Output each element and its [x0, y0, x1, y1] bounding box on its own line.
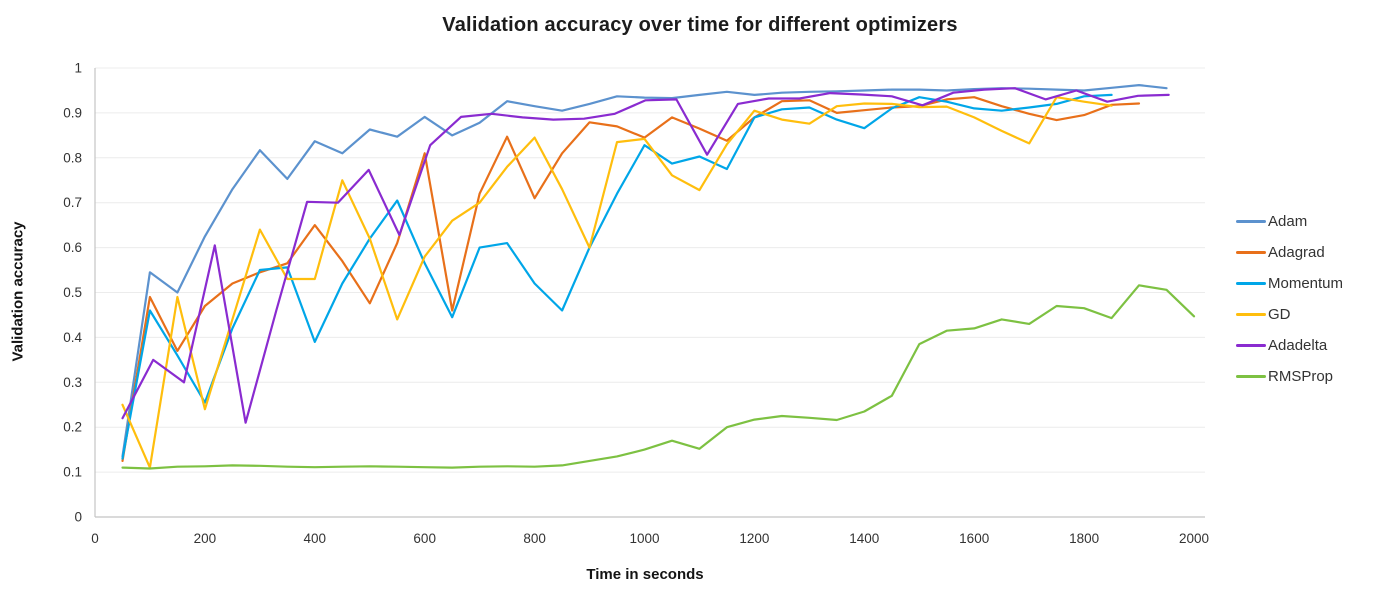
x-tick-label: 1200 [739, 531, 769, 546]
series-line-rmsprop [121, 284, 1196, 470]
legend: Adam Adagrad Momentum GD Adadelta RMSProp [1236, 206, 1343, 392]
y-tick-label: 0.2 [63, 420, 82, 435]
series-line-adam [121, 83, 1168, 458]
y-tick-label: 0.9 [63, 105, 82, 120]
y-tick-label: 0.1 [63, 465, 82, 480]
x-tick-label: 1800 [1069, 531, 1099, 546]
y-tick-label: 1 [74, 61, 82, 76]
legend-item-momentum[interactable]: Momentum [1236, 268, 1343, 299]
legend-item-gd[interactable]: GD [1236, 299, 1343, 330]
y-tick-label: 0.7 [63, 195, 82, 210]
x-tick-label: 200 [194, 531, 217, 546]
x-tick-label: 1000 [629, 531, 659, 546]
y-tick-label: 0.4 [63, 330, 82, 345]
series-line-gd [121, 96, 1113, 469]
legend-label: Adam [1268, 213, 1308, 230]
y-axis-title: Validation accuracy [9, 221, 27, 362]
x-axis-title: Time in seconds [586, 566, 704, 583]
y-tick-label: 0.3 [63, 375, 82, 390]
legend-label: Momentum [1268, 275, 1344, 292]
y-tick-label: 0.5 [63, 285, 82, 300]
x-tick-label: 1400 [849, 531, 879, 546]
series-line-momentum [121, 93, 1113, 460]
y-tick-label: 0 [74, 510, 82, 525]
legend-item-adadelta[interactable]: Adadelta [1236, 330, 1343, 361]
x-tick-label: 1600 [959, 531, 989, 546]
x-tick-label: 0 [91, 531, 99, 546]
y-tick-label: 0.8 [63, 150, 82, 165]
series-line-adadelta [121, 87, 1170, 424]
legend-item-adam[interactable]: Adam [1236, 206, 1343, 237]
legend-swatch-icon [1236, 220, 1266, 223]
y-tick-label: 0.6 [63, 240, 82, 255]
legend-label: GD [1268, 306, 1291, 323]
legend-item-rmsprop[interactable]: RMSProp [1236, 361, 1343, 392]
legend-swatch-icon [1236, 282, 1266, 285]
legend-swatch-icon [1236, 344, 1266, 347]
legend-item-adagrad[interactable]: Adagrad [1236, 237, 1343, 268]
x-tick-label: 400 [304, 531, 327, 546]
x-tick-label: 600 [413, 531, 436, 546]
legend-label: Adagrad [1268, 244, 1325, 261]
series-line-adagrad [121, 96, 1141, 462]
x-tick-label: 800 [523, 531, 546, 546]
legend-swatch-icon [1236, 375, 1266, 378]
legend-label: RMSProp [1268, 368, 1334, 385]
chart-title: Validation accuracy over time for differ… [442, 14, 958, 36]
legend-swatch-icon [1236, 313, 1266, 316]
x-tick-label: 2000 [1179, 531, 1209, 546]
legend-label: Adadelta [1268, 337, 1328, 354]
legend-swatch-icon [1236, 251, 1266, 254]
